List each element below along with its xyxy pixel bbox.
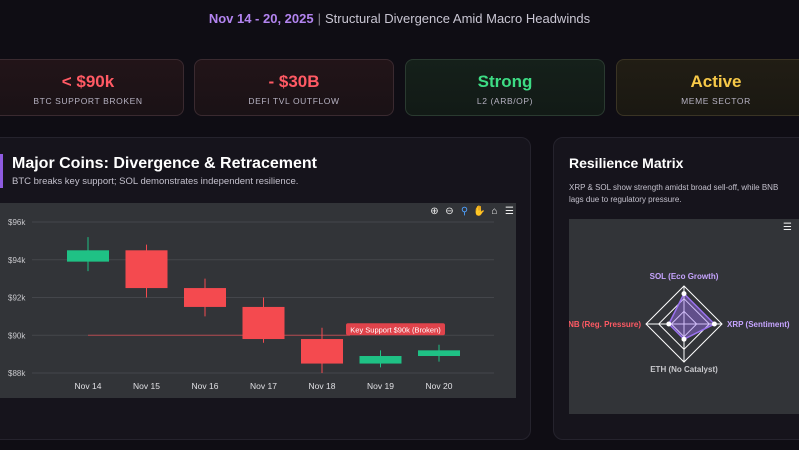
kpi-label: DEFI TVL OUTFLOW: [248, 96, 340, 106]
x-tick-label: Nov 15: [133, 381, 160, 391]
y-tick-label: $96k: [8, 218, 26, 227]
radar-series-area: [667, 292, 716, 341]
annotation-label: Key Support $90k (Broken): [350, 325, 441, 334]
radar-chart-svg: SOL (Eco Growth) XRP (Sentiment) ETH (No C…: [562, 272, 790, 374]
main-panel-title: Major Coins: Divergence & Retracement: [12, 155, 317, 172]
x-tick-label: Nov 20: [426, 381, 453, 391]
title-separator: |: [317, 11, 321, 26]
x-tick-label: Nov 14: [75, 381, 102, 391]
radar-axis-label: XRP (Sentiment): [727, 320, 790, 329]
x-tick-label: Nov 19: [367, 381, 394, 391]
x-tick-label: Nov 17: [250, 381, 277, 391]
support-annotation: Key Support $90k (Broken): [346, 323, 445, 336]
side-panel-subtitle: XRP & SOL show strength amidst broad sel…: [569, 183, 779, 204]
kpi-label: L2 (ARB/OP): [476, 96, 534, 106]
radar-axis-label: BNB (Reg. Pressure): [569, 320, 641, 329]
kpi-card-l2: Strong L2 (ARB/OP): [405, 59, 605, 116]
candle-body[interactable]: [125, 250, 168, 289]
kpi-card-defi-tvl: - $30B DEFI TVL OUTFLOW: [194, 59, 394, 116]
radar-point[interactable]: [711, 321, 717, 327]
kpi-value: < $90k: [61, 72, 115, 91]
zoom-in-icon[interactable]: ⊕: [430, 206, 439, 217]
radar-axis-label: ETH (No Catalyst): [650, 365, 718, 374]
y-tick-label: $90k: [8, 331, 26, 340]
kpi-card-btc-support: < $90k BTC SUPPORT BROKEN: [0, 59, 184, 116]
kpi-value: - $30B: [268, 72, 320, 91]
home-icon[interactable]: ⌂: [491, 206, 498, 217]
candle-body[interactable]: [301, 339, 343, 364]
main-panel-subtitle: BTC breaks key support; SOL demonstrates…: [12, 176, 299, 187]
radar-chart[interactable]: SOL (Eco Growth) XRP (Sentiment) ETH (No C…: [562, 219, 799, 414]
candle-body[interactable]: [242, 306, 285, 340]
x-tick-label: Nov 16: [192, 381, 219, 391]
radar-axis-label: SOL (Eco Growth): [650, 272, 719, 281]
menu-icon[interactable]: ☰: [505, 206, 514, 217]
kpi-card-meme: Active MEME SECTOR: [616, 59, 799, 116]
candlestick-chart[interactable]: $96k $94k $92k $90k $88k Nov 14 Nov 15 Nov 16 No…: [0, 203, 516, 398]
kpi-label: BTC SUPPORT BROKEN: [33, 96, 143, 106]
chart-toolbar: ⊕ ⊖ ⚲ ✋ ⌂ ☰: [428, 205, 516, 218]
zoom-out-icon[interactable]: ⊖: [445, 206, 454, 217]
radar-point[interactable]: [666, 321, 672, 327]
panel-accent-bar: [0, 154, 3, 188]
zoom-select-icon[interactable]: ⚲: [460, 206, 469, 217]
page-title: Nov 14 - 20, 2025 | Structural Divergence …: [0, 11, 799, 26]
y-tick-label: $94k: [8, 256, 26, 265]
candle-body[interactable]: [359, 356, 402, 364]
report-title: Structural Divergence Amid Macro Headwin…: [325, 11, 591, 26]
radar-menu-icon[interactable]: ☰: [783, 222, 792, 233]
y-tick-label: $88k: [8, 369, 26, 378]
radar-point[interactable]: [681, 336, 687, 342]
candle-body[interactable]: [418, 350, 460, 357]
side-panel-title: Resilience Matrix: [569, 155, 684, 171]
kpi-label: MEME SECTOR: [681, 96, 751, 106]
date-range: Nov 14 - 20, 2025: [208, 11, 314, 26]
kpi-value: Active: [690, 72, 742, 91]
pan-icon[interactable]: ✋: [473, 206, 486, 217]
candle-body[interactable]: [184, 288, 226, 307]
radar-point[interactable]: [681, 291, 687, 297]
x-tick-label: Nov 18: [309, 381, 336, 391]
annotation-box: [346, 323, 445, 336]
candlestick-chart-svg: $96k $94k $92k $90k $88k Nov 14 Nov 15 Nov 16 No…: [8, 218, 494, 391]
candle-body[interactable]: [67, 250, 109, 262]
kpi-value: Strong: [477, 72, 533, 91]
y-tick-label: $92k: [8, 294, 26, 303]
